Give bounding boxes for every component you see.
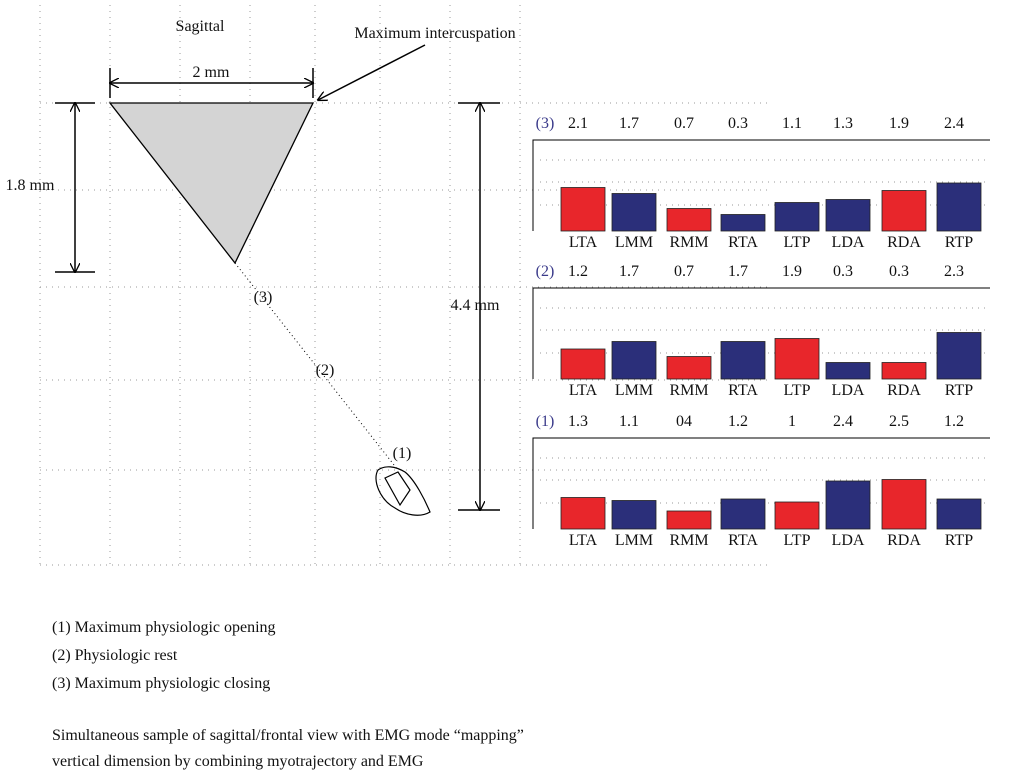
value-label: 1.7 [728,263,748,280]
closing-triangle [108,102,315,265]
bar [825,362,871,380]
value-label: 1.7 [619,263,639,280]
panel-frame [532,139,990,231]
category-label: RDA [887,382,921,399]
point-label: (1) [393,445,412,462]
value-label: 0.3 [728,115,748,132]
bar [720,498,766,530]
bar [936,182,982,232]
bar [825,199,871,232]
category-label: LMM [615,532,653,549]
value-label: 1.2 [944,413,964,430]
category-label: LTA [569,532,598,549]
category-label: LDA [832,382,865,399]
opening-label: 4.4 mm [451,297,500,314]
panel-frame [532,437,990,529]
caption-line: vertical dimension by combining myotraje… [52,753,424,770]
category-label: LMM [615,382,653,399]
category-label: LTP [784,532,811,549]
bar [720,341,766,380]
bar [825,480,871,530]
category-label: LMM [615,234,653,251]
category-label: RTP [945,532,973,549]
bar [720,214,766,232]
category-label: LTP [784,382,811,399]
value-label: 1.9 [889,115,909,132]
value-label: 1.1 [619,413,639,430]
height-label: 1.8 mm [6,177,55,194]
value-label: 2.1 [568,115,588,132]
value-label: 1.2 [728,413,748,430]
background-grid [39,5,770,566]
panel-label: (3) [536,115,555,132]
category-label: RTA [728,234,758,251]
point-label: (3) [254,289,273,306]
category-label: RDA [887,234,921,251]
intercuspation-arrow [318,44,426,100]
bar [881,362,927,380]
category-label: RTP [945,234,973,251]
legend-item: (2) Physiologic rest [52,647,178,664]
category-label: RTP [945,382,973,399]
bar [881,190,927,232]
panel-label: (1) [536,413,555,430]
bar [774,338,820,380]
value-label: 1.2 [568,263,588,280]
bar [560,497,606,530]
category-label: LDA [832,234,865,251]
value-label: 1.3 [568,413,588,430]
bar [666,510,712,530]
category-label: RMM [669,382,708,399]
value-label: 0.7 [674,263,694,280]
value-label: 04 [676,413,692,430]
category-label: RTA [728,382,758,399]
value-label: 1.7 [619,115,639,132]
category-label: RTA [728,532,758,549]
category-label: RMM [669,234,708,251]
value-label: 2.4 [833,413,853,430]
opening-trace [375,466,431,516]
view-label: Sagittal [176,18,225,35]
legend-item: (3) Maximum physiologic closing [52,675,270,692]
value-label: 1.9 [782,263,802,280]
bar [936,498,982,530]
bar [666,208,712,232]
bar [560,187,606,232]
category-label: LTP [784,234,811,251]
category-label: LTA [569,382,598,399]
emg-panels: (3) 2.1 LTA 1.7 LMM 0.7 RMM 0.3 RTA 1.1 LTP 1.3 LDA 1… [532,115,990,549]
bar [560,348,606,380]
value-label: 0.7 [674,115,694,132]
category-label: LDA [832,532,865,549]
intercuspation-label: Maximum intercuspation [354,25,515,42]
category-label: RDA [887,532,921,549]
bar [881,479,927,530]
legend-item: (1) Maximum physiologic opening [52,619,276,636]
bar [611,193,657,232]
bar [666,356,712,380]
bar [611,500,657,530]
value-label: 1 [788,413,796,430]
point-label: (2) [316,362,335,379]
bar [774,202,820,232]
value-label: 1.3 [833,115,853,132]
category-label: LTA [569,234,598,251]
bar [936,332,982,380]
bar [774,501,820,530]
value-label: 0.3 [889,263,909,280]
width-label: 2 mm [193,64,230,81]
panel-label: (2) [536,263,555,280]
value-label: 2.5 [889,413,909,430]
category-label: RMM [669,532,708,549]
panel-frame [532,287,990,379]
bar [611,341,657,380]
value-label: 2.4 [944,115,964,132]
value-label: 0.3 [833,263,853,280]
value-label: 2.3 [944,263,964,280]
value-label: 1.1 [782,115,802,132]
caption-line: Simultaneous sample of sagittal/frontal … [52,727,524,744]
